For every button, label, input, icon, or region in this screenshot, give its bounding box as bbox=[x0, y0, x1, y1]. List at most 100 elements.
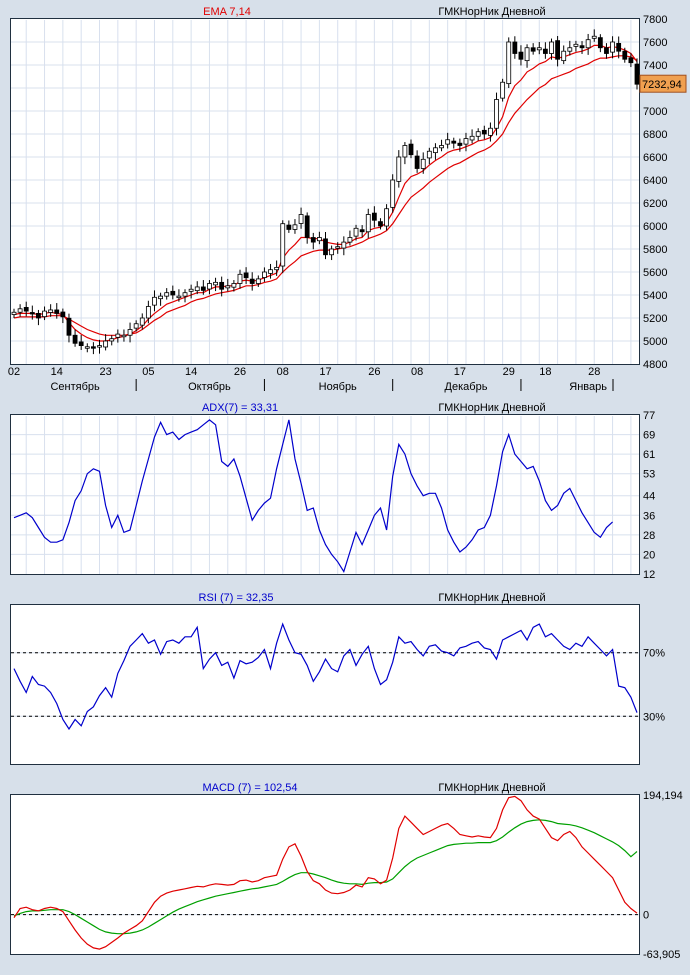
candle-body bbox=[60, 311, 66, 318]
candle-body bbox=[164, 292, 170, 297]
price-panel-subtitle: ГМКНорНик Дневной bbox=[438, 6, 545, 18]
price-panel: EMA 7,14 ГМКНорНик Дневной bbox=[203, 6, 545, 18]
price-ytick-label: 7000 bbox=[643, 106, 667, 118]
x-month-label: Декабрь bbox=[445, 381, 488, 393]
candle-body bbox=[488, 127, 493, 136]
candle-body bbox=[29, 312, 35, 315]
candle-body bbox=[579, 45, 585, 49]
candle-body bbox=[115, 333, 121, 338]
candle-body bbox=[170, 290, 176, 296]
candle-body bbox=[329, 248, 335, 256]
x-day-label: 14 bbox=[185, 366, 197, 378]
candle-body bbox=[78, 341, 84, 347]
x-month-label: Январь bbox=[569, 381, 607, 393]
adx-panel: ADX(7) = 33,31 ГМКНорНик Дневной bbox=[202, 402, 546, 414]
candle-body bbox=[591, 35, 597, 39]
candle-body bbox=[109, 338, 115, 342]
candle-body bbox=[97, 345, 102, 348]
price-ytick-label: 5600 bbox=[643, 267, 667, 279]
candle-body bbox=[359, 229, 365, 233]
macd-plot-area bbox=[10, 794, 640, 955]
candle-body bbox=[91, 346, 96, 349]
candle-body bbox=[353, 227, 359, 237]
candle-body bbox=[433, 147, 438, 154]
adx-grid bbox=[11, 416, 639, 574]
x-day-label: 28 bbox=[588, 366, 600, 378]
x-month-label: Сентябрь bbox=[50, 381, 100, 393]
macd-ytick-label: 194,194 bbox=[643, 790, 683, 802]
candle-body bbox=[604, 47, 609, 54]
price-grid bbox=[11, 20, 639, 364]
candle-body bbox=[268, 269, 273, 274]
candle-body bbox=[316, 237, 322, 242]
last-price-tag bbox=[639, 74, 687, 93]
price-ytick-label: 7600 bbox=[643, 37, 667, 49]
price-ytick-label: 6400 bbox=[643, 175, 667, 187]
candle-body bbox=[231, 283, 237, 288]
adx-ytick-label: 12 bbox=[643, 569, 655, 581]
candle-body bbox=[622, 50, 628, 60]
candle-body bbox=[573, 43, 579, 47]
price-ytick-label: 7800 bbox=[643, 14, 667, 26]
candle-body bbox=[323, 238, 328, 256]
candle-body bbox=[48, 309, 54, 313]
candle-body bbox=[298, 214, 304, 224]
rsi-plot-area bbox=[10, 604, 640, 765]
adx-panel-title: ADX(7) = 33,31 bbox=[202, 402, 278, 414]
candle-body bbox=[66, 317, 72, 336]
x-day-label: 26 bbox=[234, 366, 246, 378]
candle-body bbox=[243, 272, 249, 279]
candle-body bbox=[188, 288, 194, 292]
candle-body bbox=[469, 135, 475, 141]
candle-body bbox=[225, 285, 231, 289]
candle-body bbox=[72, 334, 78, 344]
candle-body bbox=[457, 142, 463, 146]
candle-body bbox=[506, 41, 512, 85]
macd-panel: MACD (7) = 102,54 ГМКНорНик Дневной bbox=[202, 782, 545, 794]
rsi-panel: RSI (7) = 32,35 ГМКНорНик Дневной bbox=[199, 592, 546, 604]
candle-body bbox=[182, 292, 188, 297]
candle-body bbox=[335, 246, 341, 249]
candle-body bbox=[17, 308, 23, 313]
price-plot-area bbox=[10, 18, 640, 365]
rsi-ytick-label: 30% bbox=[643, 711, 665, 723]
candle-body bbox=[249, 278, 255, 284]
candle-body bbox=[292, 224, 298, 230]
candle-body bbox=[494, 99, 499, 129]
candle-body bbox=[384, 208, 389, 227]
candle-body bbox=[262, 271, 267, 278]
x-day-label: 17 bbox=[319, 366, 331, 378]
candle-body bbox=[365, 214, 371, 233]
candle-body bbox=[36, 312, 41, 319]
last-price-label: 7232,94 bbox=[642, 79, 682, 91]
price-ytick-label: 4800 bbox=[643, 359, 667, 371]
rsi-ytick-label: 70% bbox=[643, 648, 665, 660]
candle-body bbox=[475, 131, 481, 137]
candle-body bbox=[512, 41, 518, 54]
candle-body bbox=[84, 346, 90, 349]
candle-body bbox=[42, 310, 47, 318]
candle-body bbox=[378, 221, 383, 227]
price-ytick-label: 5400 bbox=[643, 290, 667, 302]
x-month-label: Ноябрь bbox=[319, 381, 357, 393]
candle-body bbox=[194, 286, 200, 292]
candle-body bbox=[121, 334, 127, 338]
candle-body bbox=[371, 212, 377, 221]
price-ytick-label: 7400 bbox=[643, 60, 667, 72]
price-ytick-label: 6200 bbox=[643, 198, 667, 210]
candle-body bbox=[310, 237, 316, 243]
candle-body bbox=[426, 150, 432, 159]
candle-body bbox=[616, 42, 622, 52]
x-day-label: 18 bbox=[539, 366, 551, 378]
x-day-label: 14 bbox=[51, 366, 63, 378]
candle-body bbox=[628, 57, 634, 64]
candle-body bbox=[280, 223, 286, 267]
candle-body bbox=[54, 309, 60, 314]
candle-body bbox=[152, 296, 157, 306]
candle-body bbox=[286, 224, 292, 230]
adx-ytick-label: 44 bbox=[643, 491, 655, 503]
candle-body bbox=[396, 156, 402, 182]
candle-body bbox=[445, 139, 451, 145]
candle-body bbox=[439, 145, 444, 149]
